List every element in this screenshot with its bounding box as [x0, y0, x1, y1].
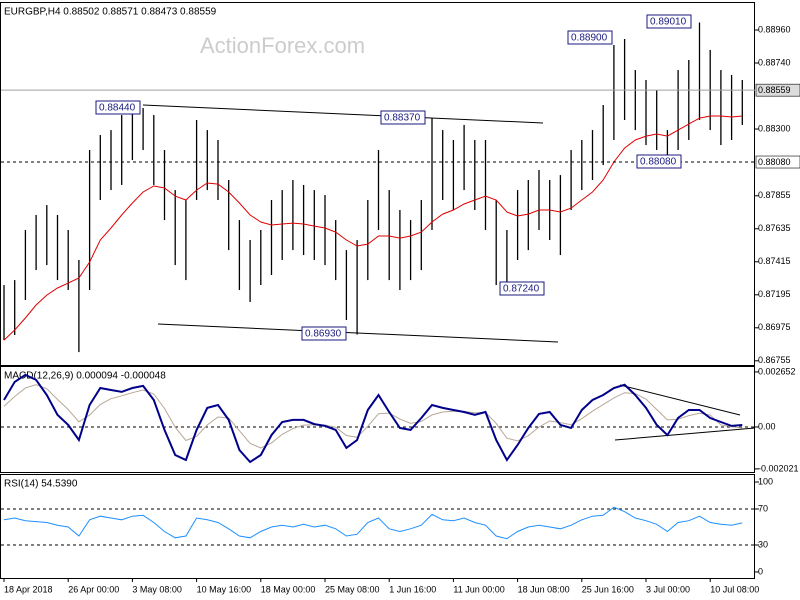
rsi-panel-frame — [0, 474, 755, 579]
price-panel-frame — [0, 2, 755, 366]
annotation: 0.88080 — [640, 157, 677, 168]
y-tick-label: 0.87855 — [758, 190, 791, 200]
x-tick-label: 3 Jul 00:00 — [646, 584, 690, 594]
x-tick-label: 25 May 08:00 — [325, 584, 380, 594]
moving-average — [3, 115, 743, 341]
annotation-box — [646, 14, 692, 29]
macd-line — [3, 373, 743, 464]
panel-title: EURGBP,H4 0.88502 0.88571 0.88473 0.8855… — [4, 7, 217, 18]
annotation: 0.86930 — [305, 329, 342, 340]
level-label-box — [755, 155, 800, 169]
y-tick-label: 0.87415 — [758, 256, 791, 266]
annotation-box — [636, 154, 682, 169]
x-tick-label: 10 Jul 08:00 — [710, 584, 759, 594]
signal-line — [3, 384, 743, 449]
annotation-box — [567, 30, 613, 45]
annotation: 0.88440 — [99, 103, 136, 114]
y-tick-label: 0.00 — [758, 421, 776, 431]
y-tick-label: 0.86975 — [758, 322, 791, 332]
x-tick-label: 3 May 08:00 — [132, 584, 182, 594]
x-tick-label: 11 Jun 00:00 — [453, 584, 504, 594]
y-tick-label: 0.88740 — [758, 57, 791, 67]
x-tick-label: 25 Jun 16:00 — [582, 584, 634, 594]
x-tick-label: 18 May 00:00 — [261, 584, 316, 594]
panel-title: MACD(12,26,9) 0.000094 -0.000048 — [4, 371, 166, 382]
rsi-line — [3, 506, 743, 540]
x-tick-label: 18 Jun 08:00 — [518, 584, 570, 594]
y-tick-label: 0.87195 — [758, 289, 791, 299]
y-tick-label: 0.87635 — [758, 223, 791, 233]
trend-line — [619, 384, 741, 416]
x-tick-label: 18 Apr 2018 — [4, 584, 53, 594]
y-tick-label: -0.002021 — [758, 463, 799, 473]
macd-panel-frame — [0, 366, 755, 473]
annotation: 0.88370 — [384, 113, 421, 124]
y-tick-label: 0.86755 — [758, 355, 791, 365]
level-label: 0.88080 — [758, 157, 791, 167]
trend-line — [157, 323, 559, 343]
trend-line — [614, 427, 756, 441]
y-tick-label: 70 — [758, 503, 768, 513]
y-tick-label: 0.88960 — [758, 24, 791, 34]
annotation: 0.88900 — [571, 33, 608, 44]
x-tick-label: 10 May 16:00 — [197, 584, 252, 594]
annotation-box — [301, 326, 347, 341]
level-label-box — [755, 83, 800, 97]
y-tick-label: 0 — [758, 566, 763, 576]
annotation: 0.87240 — [503, 284, 540, 295]
x-tick-label: 26 Apr 00:00 — [68, 584, 119, 594]
level-label: 0.88559 — [758, 85, 791, 95]
y-tick-label: 100 — [758, 476, 773, 486]
y-tick-label: 0.002652 — [758, 366, 796, 376]
annotation-box — [380, 110, 426, 125]
annotation-box — [499, 281, 545, 296]
y-tick-label: 0.88300 — [758, 123, 791, 133]
annotation: 0.89010 — [650, 17, 687, 28]
panel-title: RSI(14) 54.5390 — [4, 479, 78, 490]
y-tick-label: 30 — [758, 539, 768, 549]
annotation-box — [95, 100, 141, 115]
trend-line — [142, 104, 544, 124]
watermark: ActionForex.com — [200, 33, 365, 58]
x-tick-label: 1 Jun 16:00 — [389, 584, 436, 594]
